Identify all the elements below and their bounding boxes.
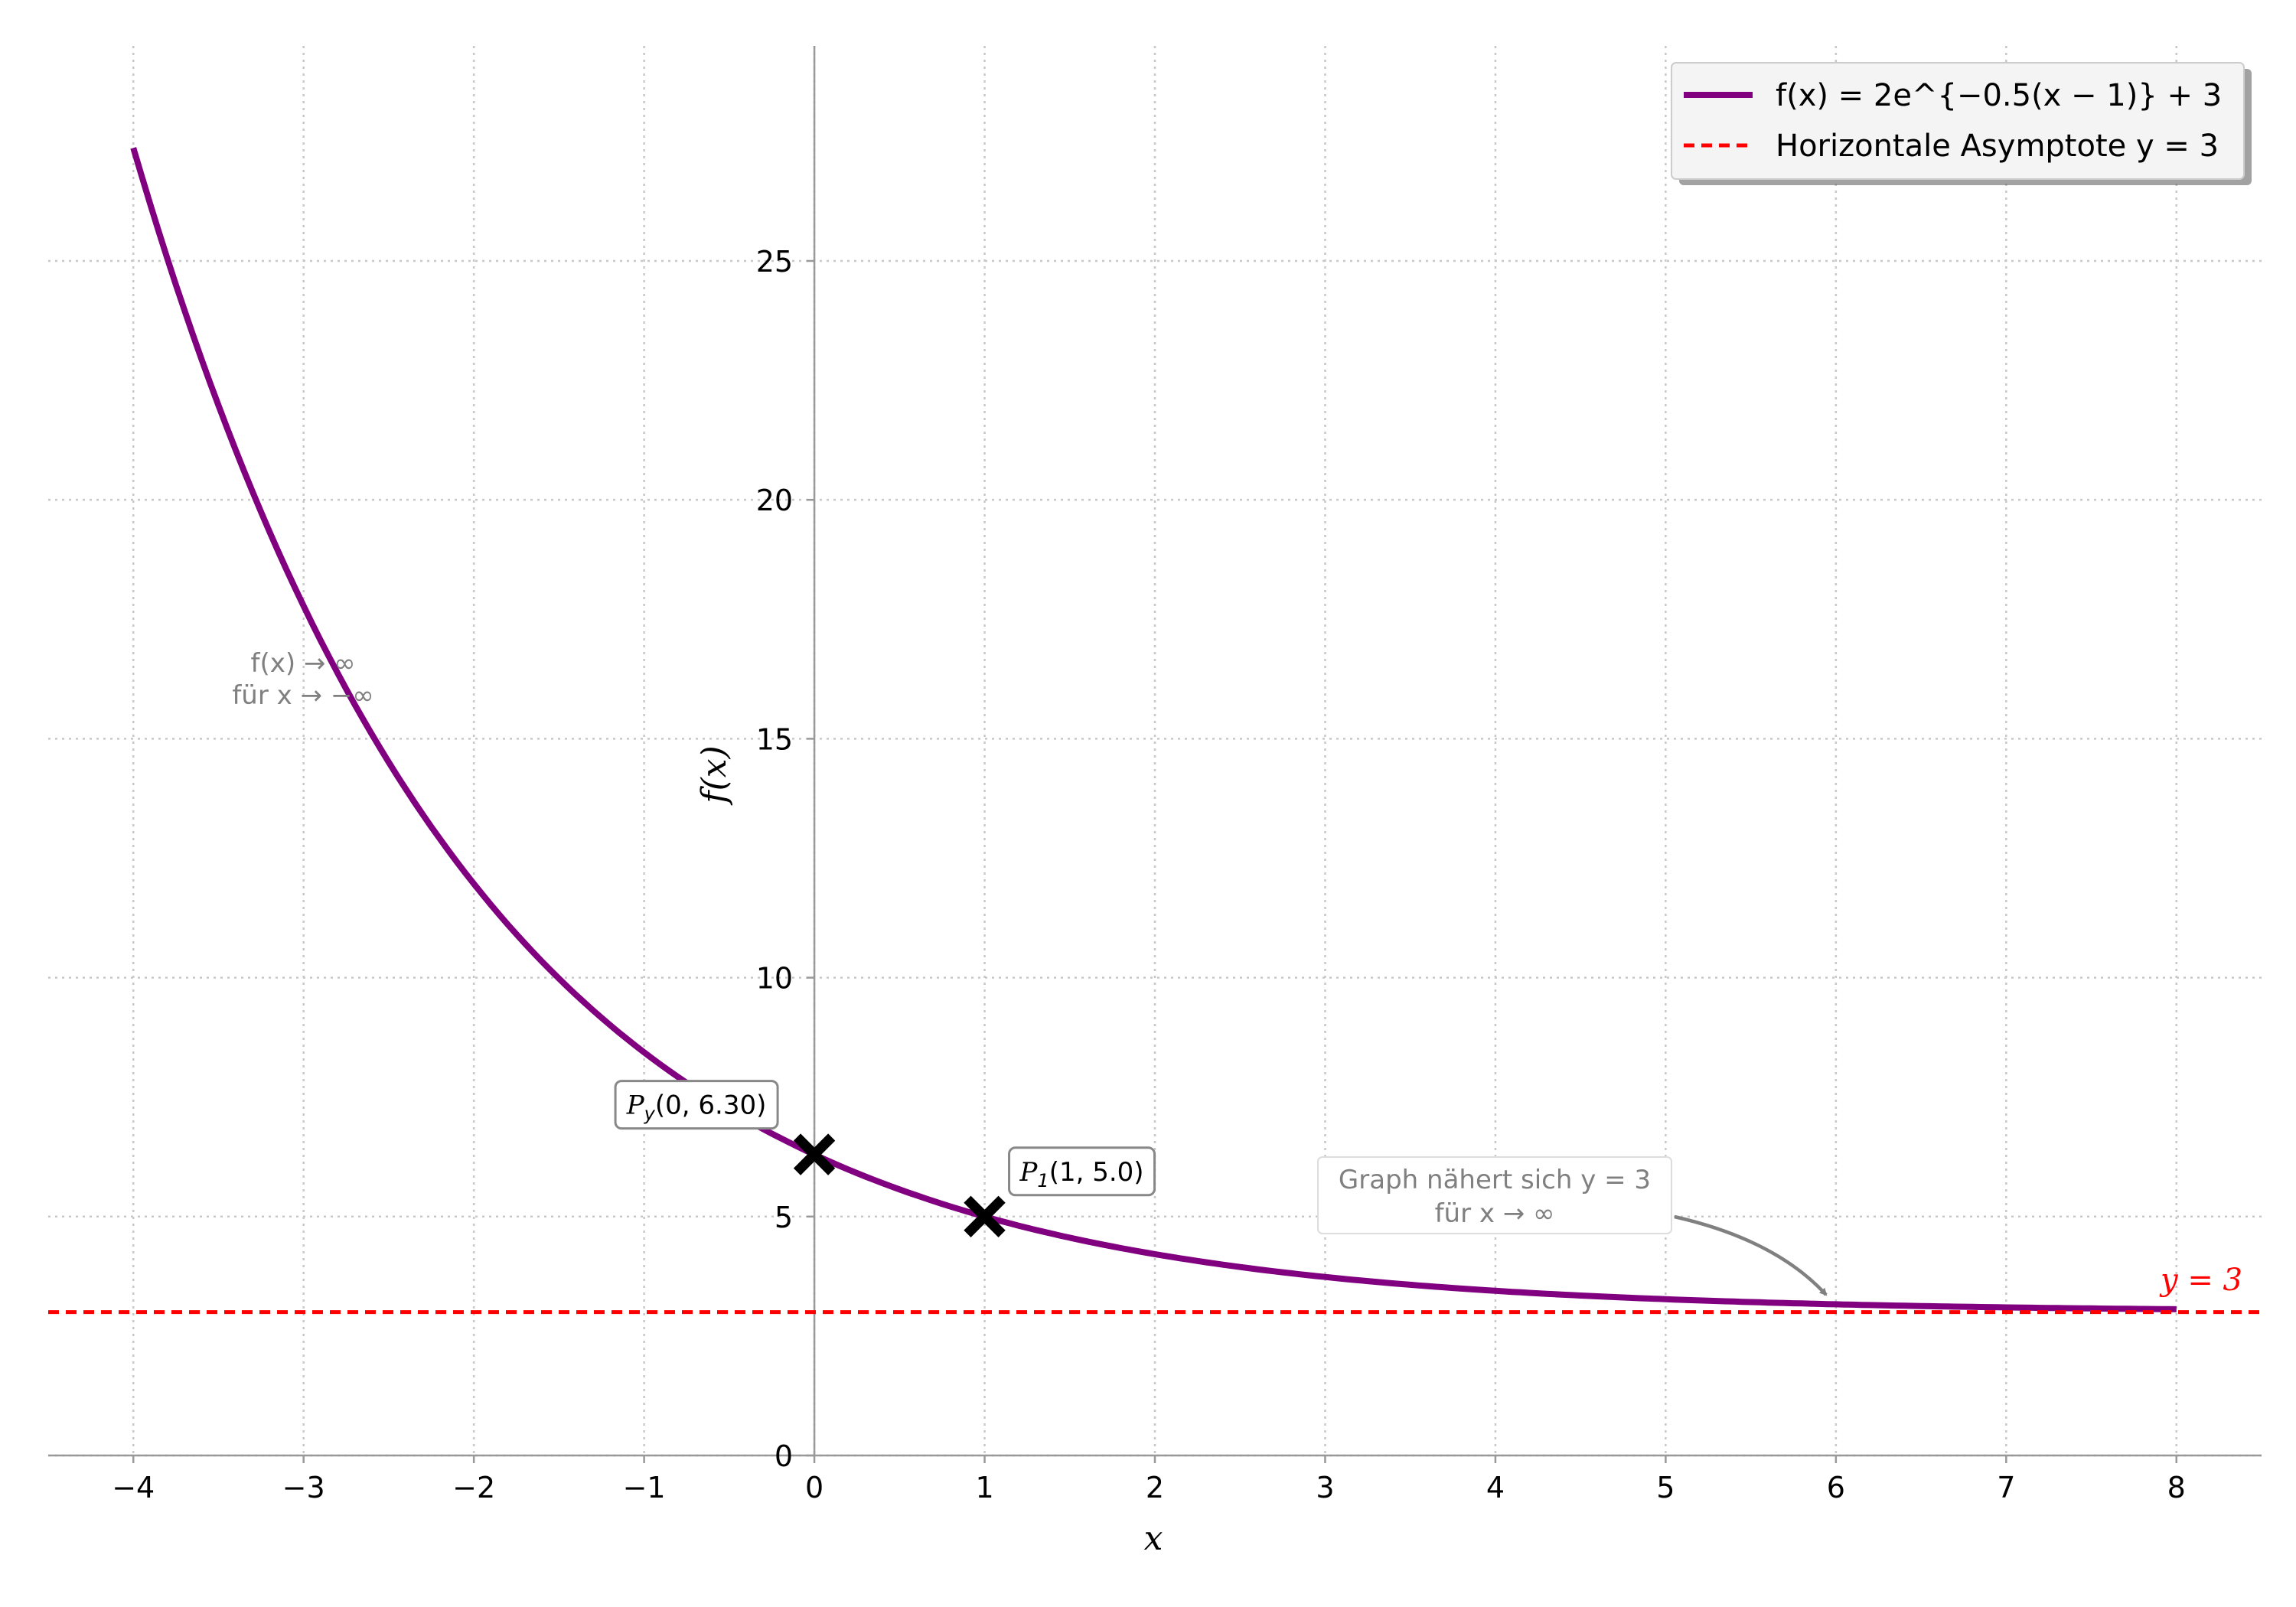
point-marker-1 <box>964 1195 1006 1237</box>
y-tick-label-1: 5 <box>775 1201 793 1234</box>
y-tick-label-4: 20 <box>756 484 793 517</box>
y-tick-label-0: 0 <box>775 1439 793 1473</box>
points-layer: Py(0, 6.30) P1(1, 5.0) <box>614 1080 1156 1237</box>
x-tick-label-11: 7 <box>1997 1471 2015 1504</box>
x-tick-label-3: −1 <box>623 1471 666 1504</box>
point-label-box-1 <box>1008 1146 1156 1197</box>
left-annotation-line1: f(x) → ∞ <box>250 648 355 679</box>
x-tick-label-4: 0 <box>805 1471 823 1504</box>
x-tick-label-0: −4 <box>112 1471 155 1504</box>
right-annotation-line2: für x → ∞ <box>1435 1198 1555 1229</box>
asymptote-label: y = 3 <box>2159 1263 2242 1298</box>
series-layer <box>48 147 2262 1315</box>
y-tick-label-3: 15 <box>756 722 793 756</box>
y-tick-label-2: 10 <box>756 962 793 996</box>
right-annotation-box <box>1317 1156 1672 1234</box>
x-tick-label-1: −3 <box>282 1471 325 1504</box>
x-tick-label-9: 5 <box>1656 1471 1675 1504</box>
point-label-0: Py(0, 6.30) <box>626 1090 767 1125</box>
legend-box <box>1671 62 2245 180</box>
x-tick-label-7: 3 <box>1316 1471 1334 1504</box>
right-annotation-line1: Graph nähert sich y = 3 <box>1339 1165 1651 1195</box>
x-tick-label-6: 2 <box>1146 1471 1164 1504</box>
x-tick-label-5: 1 <box>975 1471 993 1504</box>
tick-labels: −4 −3 −2 −1 0 1 2 3 4 5 6 7 8 0 5 10 15 20 25 <box>112 245 2186 1504</box>
x-tick-label-8: 4 <box>1486 1471 1505 1504</box>
legend-entry-asymptote: Horizontale Asymptote y = 3 <box>1776 129 2219 164</box>
y-axis-title: f(x) <box>695 745 734 805</box>
x-tick-label-12: 8 <box>2167 1471 2186 1504</box>
legend-entry-curve: f(x) = 2e^{−0.5(x − 1)} + 3 <box>1776 78 2222 113</box>
left-limit-annotation: f(x) → ∞ für x → −∞ <box>232 648 373 711</box>
point-label-1: P1(1, 5.0) <box>1019 1157 1144 1191</box>
annotation-arrow <box>1674 1214 1828 1296</box>
y-tick-label-5: 25 <box>756 245 793 279</box>
x-axis-title: x <box>1144 1519 1163 1558</box>
right-limit-annotation: Graph nähert sich y = 3 für x → ∞ <box>1317 1156 1828 1296</box>
point-label-box-0 <box>614 1080 779 1130</box>
legend: f(x) = 2e^{−0.5(x − 1)} + 3 Horizontale … <box>1671 62 2252 185</box>
left-annotation-line2: für x → −∞ <box>232 680 373 711</box>
series-curve-line <box>130 147 2177 1312</box>
x-tick-label-2: −2 <box>452 1471 495 1504</box>
point-marker-0 <box>793 1133 836 1175</box>
x-tick-label-10: 6 <box>1827 1471 1845 1504</box>
